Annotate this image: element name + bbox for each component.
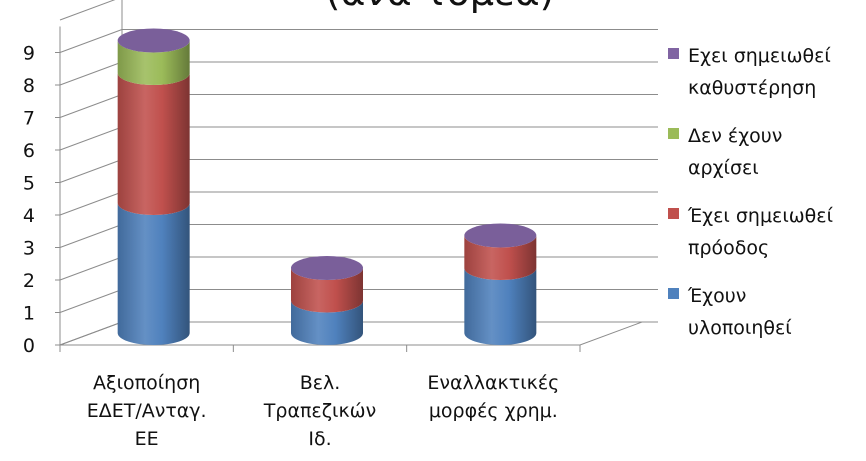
bar-segment bbox=[117, 203, 190, 345]
y-tick-label: 7 bbox=[23, 108, 35, 130]
x-tick-label: Αξιοποίηση bbox=[93, 372, 200, 394]
legend-swatch-delayed bbox=[668, 48, 679, 59]
bar-segment bbox=[117, 73, 190, 215]
x-tick-label: ΕΔΕΤ/Ανταγ. bbox=[87, 400, 207, 422]
bar-segment bbox=[464, 268, 537, 345]
y-tick-label: 5 bbox=[23, 173, 35, 195]
gridline-side bbox=[59, 0, 116, 21]
y-tick-label: 4 bbox=[23, 205, 35, 227]
legend-swatch-not-started bbox=[668, 128, 679, 139]
y-tick-label: 2 bbox=[23, 270, 35, 292]
bar-top-cap bbox=[117, 28, 190, 53]
bar-segment bbox=[291, 268, 363, 313]
gridline-side bbox=[59, 256, 123, 281]
gridline-side bbox=[59, 29, 123, 53]
legend-item-progress: Έχει σημειωθεί πρόοδος bbox=[664, 200, 864, 280]
gridline-side bbox=[59, 191, 123, 216]
gridline-side bbox=[59, 61, 123, 86]
legend-label-progress: Έχει σημειωθεί πρόοδος bbox=[688, 205, 833, 259]
legend-swatch-progress bbox=[668, 208, 679, 219]
bar-segment bbox=[117, 40, 190, 86]
x-tick-label: μορφές χρημ. bbox=[429, 400, 558, 422]
gridline-side bbox=[59, 126, 123, 151]
x-tick-label: Τραπεζικών bbox=[263, 400, 376, 422]
gridline-side bbox=[59, 289, 123, 313]
gridline-side bbox=[59, 94, 123, 118]
y-tick-label: 9 bbox=[23, 43, 35, 65]
bar-top-cap bbox=[464, 223, 537, 248]
x-tick-label: Ιδ. bbox=[308, 428, 331, 450]
x-tick-label: Βελ. bbox=[300, 372, 341, 394]
legend: Εχει σημειωθεί καθυστέρηση Δεν έχουν αρχ… bbox=[664, 40, 864, 360]
y-tick-label: 0 bbox=[23, 335, 35, 357]
x-tick-label: ΕΕ bbox=[135, 428, 159, 450]
bar-top-cap bbox=[291, 256, 363, 280]
chart-title: (ανά τομέα) bbox=[326, 0, 555, 14]
y-tick-label: 1 bbox=[23, 303, 35, 325]
y-tick-label: 3 bbox=[23, 238, 35, 260]
legend-label-implemented: Έχουν υλοποιηθεί bbox=[688, 285, 792, 339]
legend-item-implemented: Έχουν υλοποιηθεί bbox=[664, 280, 864, 360]
bar-segment bbox=[291, 300, 363, 345]
legend-label-delayed: Εχει σημειωθεί καθυστέρηση bbox=[688, 45, 831, 99]
x-tick-label: Εναλλακτικές bbox=[427, 372, 559, 394]
legend-item-delayed: Εχει σημειωθεί καθυστέρηση bbox=[664, 40, 864, 120]
gridline-side bbox=[59, 159, 123, 183]
legend-label-not-started: Δεν έχουν αρχίσει bbox=[688, 125, 783, 179]
bar-segment bbox=[464, 235, 537, 280]
legend-swatch-implemented bbox=[668, 288, 679, 299]
y-tick-label: 8 bbox=[23, 75, 35, 97]
gridline-side bbox=[59, 224, 123, 248]
y-tick-label: 6 bbox=[23, 140, 35, 162]
legend-item-not-started: Δεν έχουν αρχίσει bbox=[664, 120, 864, 200]
